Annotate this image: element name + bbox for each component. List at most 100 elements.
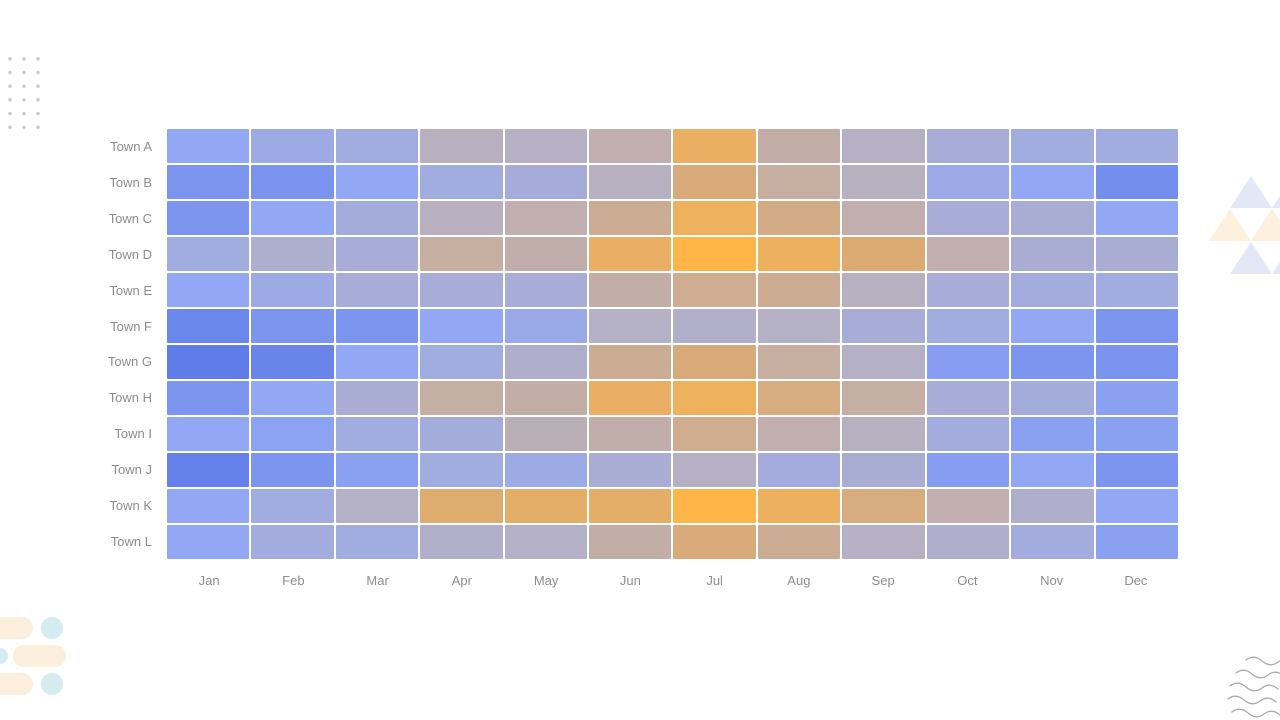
heatmap-cell[interactable] [251, 273, 334, 307]
heatmap-cell[interactable] [589, 129, 672, 163]
heatmap-cell[interactable] [504, 129, 588, 163]
heatmap-cell[interactable] [842, 237, 925, 271]
heatmap-cell[interactable] [757, 129, 841, 163]
heatmap-cell[interactable] [420, 273, 503, 307]
heatmap-cell[interactable] [1011, 489, 1094, 523]
heatmap-cell[interactable] [420, 345, 503, 379]
heatmap-cell[interactable] [335, 417, 419, 451]
heatmap-cell[interactable] [335, 345, 419, 379]
heatmap-cell[interactable] [842, 129, 925, 163]
heatmap-cell[interactable] [1095, 489, 1178, 523]
heatmap-cell[interactable] [589, 165, 672, 199]
heatmap-cell[interactable] [673, 165, 756, 199]
heatmap-cell[interactable] [251, 237, 334, 271]
heatmap-cell[interactable] [1011, 381, 1094, 415]
heatmap-cell[interactable] [1011, 273, 1094, 307]
heatmap-cell[interactable] [673, 201, 756, 235]
heatmap-cell[interactable] [926, 345, 1010, 379]
heatmap-cell[interactable] [673, 129, 756, 163]
heatmap-cell[interactable] [1011, 201, 1094, 235]
heatmap-cell[interactable] [673, 525, 756, 559]
heatmap-cell[interactable] [335, 489, 419, 523]
heatmap-cell[interactable] [1095, 237, 1178, 271]
heatmap-cell[interactable] [335, 381, 419, 415]
heatmap-cell[interactable] [842, 417, 925, 451]
heatmap-cell[interactable] [167, 453, 250, 487]
heatmap-cell[interactable] [167, 165, 250, 199]
heatmap-cell[interactable] [504, 237, 588, 271]
heatmap-cell[interactable] [1095, 201, 1178, 235]
heatmap-cell[interactable] [335, 129, 419, 163]
heatmap-cell[interactable] [167, 201, 250, 235]
heatmap-cell[interactable] [926, 129, 1010, 163]
heatmap-cell[interactable] [251, 201, 334, 235]
heatmap-cell[interactable] [1095, 309, 1178, 343]
heatmap-cell[interactable] [251, 417, 334, 451]
heatmap-cell[interactable] [757, 417, 841, 451]
heatmap-cell[interactable] [504, 273, 588, 307]
heatmap-cell[interactable] [251, 345, 334, 379]
heatmap-cell[interactable] [926, 237, 1010, 271]
heatmap-cell[interactable] [673, 273, 756, 307]
heatmap-cell[interactable] [926, 309, 1010, 343]
heatmap-cell[interactable] [757, 489, 841, 523]
heatmap-cell[interactable] [251, 129, 334, 163]
heatmap-cell[interactable] [842, 381, 925, 415]
heatmap-cell[interactable] [589, 453, 672, 487]
heatmap-cell[interactable] [589, 309, 672, 343]
heatmap-cell[interactable] [589, 525, 672, 559]
heatmap-cell[interactable] [167, 309, 250, 343]
heatmap-cell[interactable] [673, 309, 756, 343]
heatmap-cell[interactable] [504, 453, 588, 487]
heatmap-cell[interactable] [251, 489, 334, 523]
heatmap-cell[interactable] [842, 345, 925, 379]
heatmap-cell[interactable] [757, 165, 841, 199]
heatmap-cell[interactable] [1095, 417, 1178, 451]
heatmap-cell[interactable] [251, 381, 334, 415]
heatmap-cell[interactable] [926, 489, 1010, 523]
heatmap-cell[interactable] [926, 201, 1010, 235]
heatmap-cell[interactable] [1011, 345, 1094, 379]
heatmap-cell[interactable] [335, 165, 419, 199]
heatmap-cell[interactable] [504, 201, 588, 235]
heatmap-cell[interactable] [504, 381, 588, 415]
heatmap-cell[interactable] [167, 489, 250, 523]
heatmap-cell[interactable] [589, 381, 672, 415]
heatmap-cell[interactable] [504, 417, 588, 451]
heatmap-cell[interactable] [673, 237, 756, 271]
heatmap-cell[interactable] [589, 417, 672, 451]
heatmap-cell[interactable] [420, 489, 503, 523]
heatmap-cell[interactable] [589, 489, 672, 523]
heatmap-cell[interactable] [167, 129, 250, 163]
heatmap-cell[interactable] [1095, 273, 1178, 307]
heatmap-cell[interactable] [167, 237, 250, 271]
heatmap-cell[interactable] [420, 381, 503, 415]
heatmap-cell[interactable] [842, 489, 925, 523]
heatmap-cell[interactable] [757, 525, 841, 559]
heatmap-cell[interactable] [167, 345, 250, 379]
heatmap-cell[interactable] [589, 201, 672, 235]
heatmap-cell[interactable] [842, 273, 925, 307]
heatmap-cell[interactable] [926, 525, 1010, 559]
heatmap-cell[interactable] [673, 453, 756, 487]
heatmap-cell[interactable] [1011, 525, 1094, 559]
heatmap-cell[interactable] [926, 165, 1010, 199]
heatmap-cell[interactable] [842, 309, 925, 343]
heatmap-cell[interactable] [251, 165, 334, 199]
heatmap-cell[interactable] [757, 345, 841, 379]
heatmap-cell[interactable] [504, 489, 588, 523]
heatmap-cell[interactable] [251, 525, 334, 559]
heatmap-cell[interactable] [420, 525, 503, 559]
heatmap-cell[interactable] [1011, 129, 1094, 163]
heatmap-cell[interactable] [335, 201, 419, 235]
heatmap-cell[interactable] [926, 453, 1010, 487]
heatmap-cell[interactable] [335, 309, 419, 343]
heatmap-cell[interactable] [926, 381, 1010, 415]
heatmap-cell[interactable] [504, 165, 588, 199]
heatmap-cell[interactable] [589, 345, 672, 379]
heatmap-cell[interactable] [504, 309, 588, 343]
heatmap-cell[interactable] [1011, 309, 1094, 343]
heatmap-cell[interactable] [757, 237, 841, 271]
heatmap-cell[interactable] [589, 273, 672, 307]
heatmap-cell[interactable] [842, 201, 925, 235]
